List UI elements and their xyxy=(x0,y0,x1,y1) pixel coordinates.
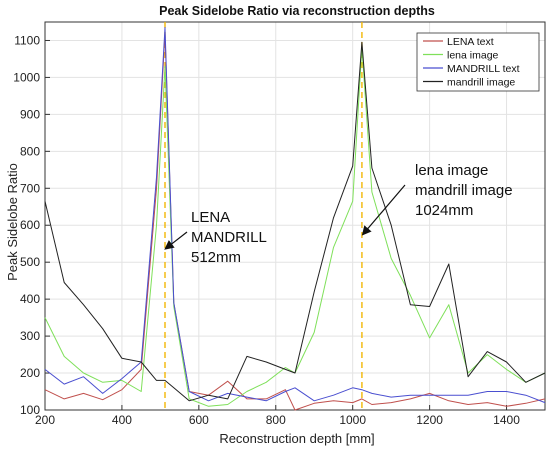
legend-entry: LENA text xyxy=(447,36,494,48)
series-line xyxy=(44,27,546,404)
annotation-arrow xyxy=(164,231,188,250)
y-tick-label: 1100 xyxy=(14,33,40,47)
plot-area: 200 400 600 800 1000 1200 14001002003004005006… xyxy=(13,21,546,427)
annotation-arrow xyxy=(361,184,406,236)
x-tick-label: 1200 xyxy=(416,413,443,427)
y-tick-label: 800 xyxy=(20,144,40,158)
legend-entry: mandrill image xyxy=(447,77,515,89)
y-tick-label: 700 xyxy=(20,181,40,195)
annotation-text: mandrill image xyxy=(415,182,513,199)
y-axis-label: Peak Sidelobe Ratio xyxy=(5,163,20,281)
y-tick-label: 500 xyxy=(20,255,40,269)
series-line xyxy=(44,47,546,407)
series-line xyxy=(44,32,546,411)
x-tick-label: 200 xyxy=(35,413,55,427)
annotation-text: MANDRILL xyxy=(191,229,267,246)
y-tick-label: 100 xyxy=(20,403,40,417)
y-tick-label: 1000 xyxy=(13,70,40,84)
annotation-text: lena image xyxy=(415,162,488,179)
x-tick-label: 1000 xyxy=(339,413,366,427)
legend-entry: MANDRILL text xyxy=(447,63,520,75)
chart-title: Peak Sidelobe Ratio via reconstruction d… xyxy=(159,4,435,18)
y-tick-label: 600 xyxy=(20,218,40,232)
x-tick-label: 1400 xyxy=(493,413,520,427)
y-tick-label: 300 xyxy=(20,329,40,343)
annotation-text: 1024mm xyxy=(415,202,473,219)
x-axis-label: Reconstruction depth [mm] xyxy=(219,431,374,446)
y-tick-label: 200 xyxy=(20,366,40,380)
legend-entry: lena image xyxy=(447,50,499,62)
series-line xyxy=(44,41,546,402)
annotation-text: LENA xyxy=(191,209,230,226)
y-tick-label: 400 xyxy=(20,292,40,306)
annotation-text: 512mm xyxy=(191,249,241,266)
x-tick-label: 400 xyxy=(112,413,132,427)
x-tick-label: 800 xyxy=(266,413,286,427)
y-tick-label: 900 xyxy=(20,107,40,121)
x-tick-label: 600 xyxy=(189,413,209,427)
